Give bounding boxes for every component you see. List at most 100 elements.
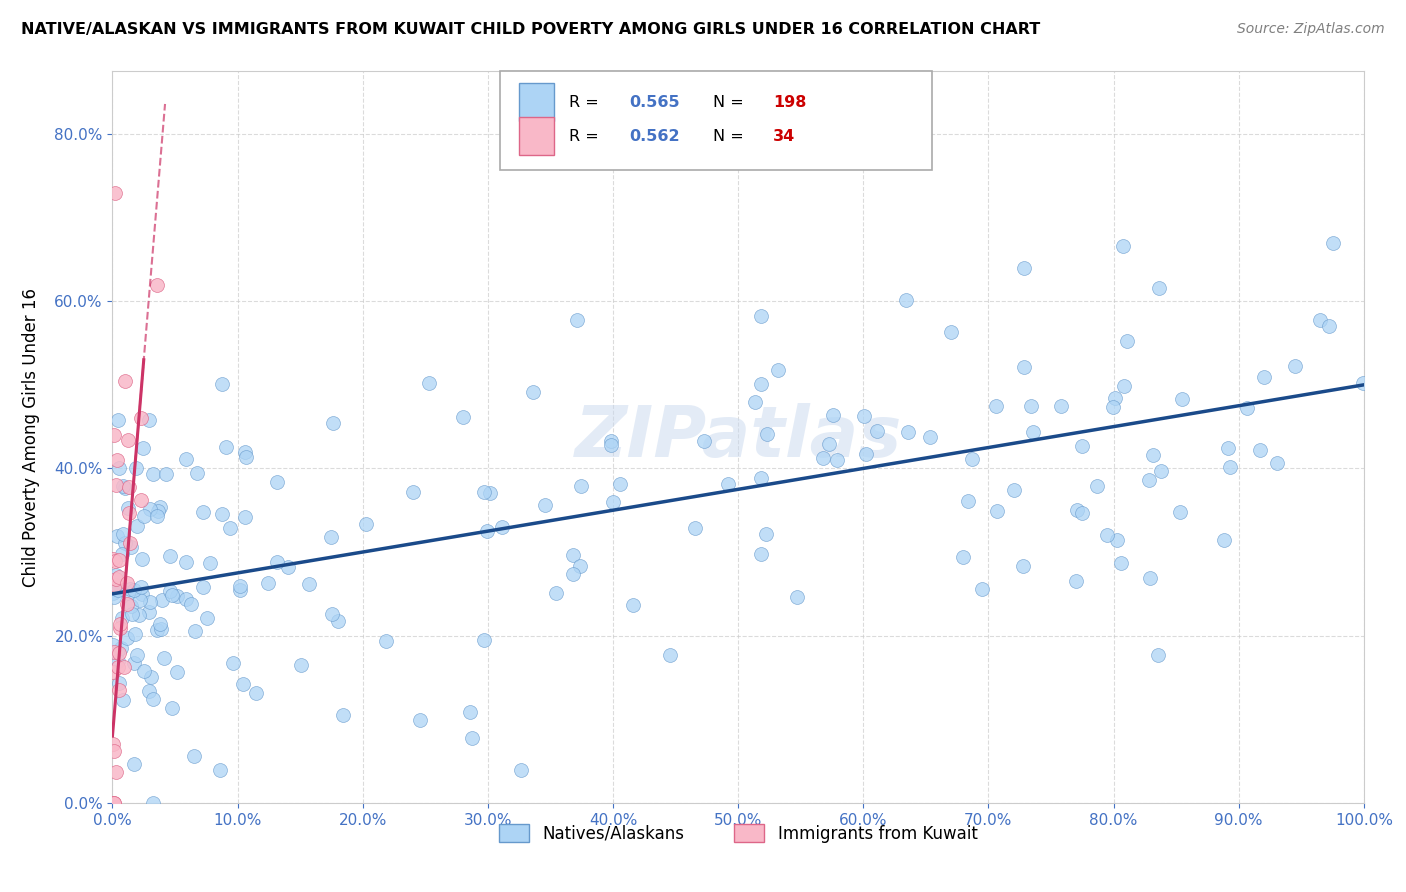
Point	[451, 410, 474, 425]
Text: Source: ZipAtlas.com: Source: ZipAtlas.com	[1237, 22, 1385, 37]
Point	[103, 796, 125, 810]
Point	[142, 796, 165, 810]
Point	[117, 433, 139, 447]
Point	[1111, 556, 1133, 570]
Point	[148, 504, 170, 518]
Text: N =: N =	[713, 95, 749, 110]
Point	[749, 547, 772, 561]
FancyBboxPatch shape	[519, 118, 554, 155]
Point	[569, 558, 592, 573]
Point	[114, 481, 136, 495]
Point	[277, 560, 299, 574]
Point	[117, 586, 139, 600]
Point	[298, 576, 321, 591]
Point	[121, 607, 143, 621]
Point	[1022, 425, 1045, 439]
Point	[233, 509, 256, 524]
Point	[1112, 239, 1135, 253]
Point	[823, 408, 845, 422]
Point	[129, 580, 152, 594]
Point	[118, 582, 141, 597]
Point	[918, 430, 941, 444]
Point	[160, 701, 183, 715]
Point	[105, 580, 128, 594]
Point	[142, 467, 165, 482]
Point	[768, 363, 790, 377]
Point	[1322, 236, 1344, 251]
Point	[326, 615, 349, 629]
Point	[1102, 400, 1125, 414]
Point	[141, 692, 163, 706]
Point	[132, 441, 155, 455]
Point	[120, 599, 142, 613]
Point	[103, 743, 125, 757]
Point	[986, 504, 1008, 518]
Point	[896, 293, 918, 307]
Point	[693, 434, 716, 449]
Point	[461, 731, 484, 745]
Point	[755, 527, 778, 541]
Text: R =: R =	[569, 95, 605, 110]
Point	[786, 590, 808, 604]
Point	[200, 556, 222, 570]
Point	[960, 451, 983, 466]
Point	[122, 757, 145, 772]
Point	[1107, 533, 1129, 548]
Point	[149, 617, 172, 632]
Point	[562, 567, 585, 582]
Point	[215, 440, 238, 454]
Point	[1012, 359, 1035, 374]
Point	[108, 460, 131, 475]
Text: 34: 34	[773, 129, 796, 144]
Text: R =: R =	[569, 129, 605, 144]
Point	[174, 592, 197, 607]
Point	[101, 552, 124, 566]
Point	[211, 376, 233, 391]
Point	[984, 399, 1007, 413]
Point	[146, 624, 169, 638]
Point	[180, 597, 202, 611]
Point	[1249, 443, 1271, 458]
Point	[127, 519, 149, 533]
Point	[522, 384, 544, 399]
Point	[1284, 359, 1306, 373]
Point	[602, 495, 624, 509]
Point	[103, 796, 125, 810]
Point	[107, 683, 129, 698]
Point	[107, 646, 129, 660]
Point	[103, 796, 125, 810]
Point	[319, 530, 342, 544]
Point	[472, 632, 495, 647]
Point	[107, 654, 129, 668]
Point	[101, 586, 124, 600]
Point	[149, 500, 172, 514]
Point	[401, 485, 423, 500]
Point	[1147, 648, 1170, 663]
Text: ZIPatlas: ZIPatlas	[575, 402, 901, 472]
Point	[117, 575, 139, 590]
Point	[103, 428, 125, 442]
Point	[101, 665, 124, 680]
Point	[458, 706, 481, 720]
Point	[108, 552, 131, 566]
Text: 198: 198	[773, 95, 807, 110]
FancyBboxPatch shape	[501, 71, 932, 170]
Point	[104, 186, 127, 200]
Point	[659, 648, 682, 663]
Point	[111, 527, 134, 541]
Point	[118, 506, 141, 520]
Point	[1137, 474, 1160, 488]
Point	[266, 555, 288, 569]
Point	[129, 593, 152, 607]
Point	[600, 434, 623, 449]
Point	[120, 540, 142, 554]
Point	[132, 665, 155, 679]
Point	[1095, 527, 1118, 541]
Point	[1021, 399, 1043, 413]
Point	[112, 660, 135, 674]
Point	[1085, 479, 1108, 493]
Point	[134, 508, 156, 523]
Point	[166, 665, 188, 680]
Point	[105, 572, 128, 586]
Point	[150, 593, 173, 607]
